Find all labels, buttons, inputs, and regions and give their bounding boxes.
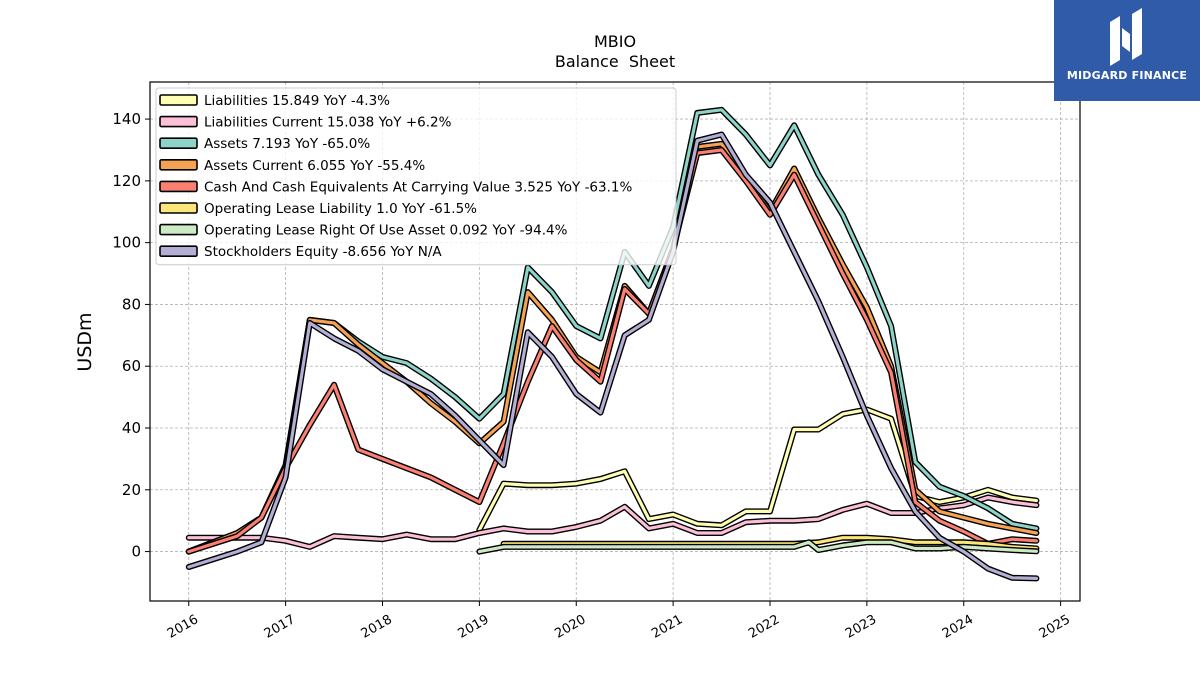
series-5 (185, 147, 1040, 555)
series-line (187, 148, 1038, 554)
x-tick-label: 2016 (165, 612, 201, 642)
x-tick-label: 2018 (359, 612, 395, 642)
legend-item: Liabilities 15.849 YoY -4.3% (159, 93, 390, 109)
y-tick-label: 80 (122, 295, 141, 313)
legend-swatch (159, 115, 198, 128)
y-tick-label: 120 (112, 172, 141, 190)
series-6 (500, 534, 1040, 552)
chart-title: MBIO (594, 32, 636, 51)
logo-text: MIDGARD FINANCE (1066, 69, 1188, 82)
legend-item: Operating Lease Right Of Use Asset 0.092… (159, 223, 568, 239)
x-tick-label: 2019 (456, 612, 492, 642)
series-1 (476, 406, 1040, 533)
legend-label: Operating Lease Liability 1.0 YoY -61.5% (204, 201, 477, 217)
x-tick-label: 2020 (552, 612, 588, 642)
legend-item: Liabilities Current 15.038 YoY +6.2% (159, 115, 452, 131)
legend-label: Cash And Cash Equivalents At Carrying Va… (204, 179, 632, 195)
legend-swatch (159, 180, 198, 193)
legend-label: Liabilities Current 15.038 YoY +6.2% (204, 115, 452, 131)
legend-item: Assets 7.193 YoY -65.0% (159, 136, 370, 152)
legend-label: Stockholders Equity -8.656 YoY N/A (204, 244, 442, 260)
y-tick-label: 20 (122, 481, 141, 499)
y-axis-label: USDm (74, 312, 96, 371)
x-tick-label: 2021 (649, 612, 685, 642)
legend-item: Cash And Cash Equivalents At Carrying Va… (159, 179, 632, 195)
series-line (187, 495, 1038, 549)
x-tick-label: 2023 (843, 612, 879, 642)
y-tick-label: 140 (112, 110, 141, 128)
legend-item: Stockholders Equity -8.656 YoY N/A (159, 244, 442, 260)
legend-label: Liabilities 15.849 YoY -4.3% (204, 93, 390, 109)
legend-swatch (159, 223, 198, 236)
legend-swatch (159, 202, 198, 214)
legend-label: Assets Current 6.055 YoY -55.4% (204, 158, 425, 174)
legend-box (155, 87, 677, 266)
y-tick-label: 40 (122, 419, 141, 437)
series-line (477, 407, 1038, 532)
y-tick-label: 100 (112, 234, 141, 252)
series-line (187, 132, 1038, 580)
legend-swatch (159, 245, 198, 257)
chart-subtitle: Balance Sheet (555, 52, 675, 71)
legend-item: Assets Current 6.055 YoY -55.4% (159, 158, 425, 174)
x-tick-label: 2024 (940, 612, 976, 642)
series-8 (185, 131, 1040, 582)
x-tick-label: 2022 (746, 612, 782, 642)
legend-swatch (159, 159, 198, 171)
legend-label: Operating Lease Right Of Use Asset 0.092… (204, 223, 568, 239)
legend-item: Operating Lease Liability 1.0 YoY -61.5% (159, 201, 477, 217)
legend-swatch (159, 94, 198, 106)
series-line (502, 536, 1038, 551)
plot-frame (149, 81, 1081, 602)
series-2 (185, 494, 1040, 550)
x-tick-label: 2017 (262, 612, 298, 642)
y-tick-label: 60 (122, 357, 141, 375)
x-tick-label: 2025 (1037, 612, 1073, 642)
series-lines (185, 106, 1040, 582)
legend: Liabilities 15.849 YoY -4.3% Liabilities … (155, 87, 677, 266)
legend-label: Assets 7.193 YoY -65.0% (204, 136, 370, 152)
legend-swatch (159, 137, 198, 149)
y-tick-label: 0 (131, 543, 141, 561)
midgard-finance-logo: MIDGARD FINANCE (1054, 0, 1200, 101)
midgard-logo-icon (1110, 8, 1142, 66)
